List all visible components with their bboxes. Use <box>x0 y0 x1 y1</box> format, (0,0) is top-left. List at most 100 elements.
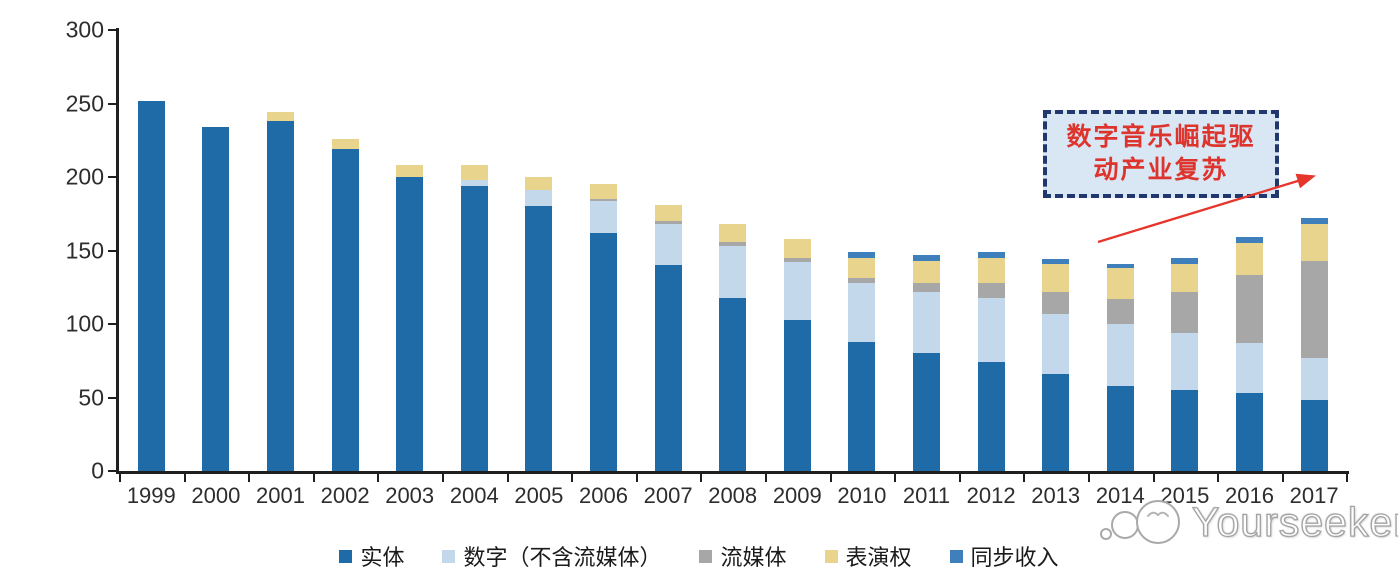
x-tick-mark <box>377 474 380 482</box>
x-tick-mark <box>1152 474 1155 482</box>
bar-segment <box>848 257 876 279</box>
watermark-text: Yourseeker <box>1191 498 1398 545</box>
bar-segment <box>1171 390 1199 471</box>
bar-segment <box>1236 243 1263 276</box>
bar-segment <box>977 362 1005 471</box>
legend-item: 同步收入 <box>949 540 1059 572</box>
bar-segment <box>137 100 165 471</box>
x-tick-mark <box>1281 474 1284 482</box>
x-tick-mark <box>1023 474 1026 482</box>
legend-item: 实体 <box>339 540 404 572</box>
y-tick-label: 250 <box>65 90 104 116</box>
x-tick-label: 2008 <box>708 483 758 508</box>
bar-segment <box>719 297 747 471</box>
bar-segment <box>1106 263 1134 269</box>
x-tick-mark <box>700 474 703 482</box>
x-tick-label: 2003 <box>385 483 435 508</box>
bar-segment <box>977 257 1005 283</box>
x-tick-mark <box>1217 474 1220 482</box>
x-tick-label: 1999 <box>126 483 176 508</box>
y-tick-label: 150 <box>65 237 104 263</box>
bar-segment <box>1171 291 1199 333</box>
legend-label: 流媒体 <box>720 545 787 570</box>
bar-segment <box>783 262 811 320</box>
x-tick-label: 2013 <box>1031 483 1081 508</box>
x-tick-mark <box>506 474 509 482</box>
legend-swatch-icon <box>949 549 963 563</box>
x-tick-label: 2005 <box>514 483 564 508</box>
x-tick-mark <box>829 474 832 482</box>
legend-item: 流媒体 <box>699 540 787 572</box>
bar-segment <box>267 112 294 122</box>
x-tick-mark <box>442 474 444 482</box>
bar-segment <box>1236 343 1263 394</box>
x-tick-label: 2010 <box>837 483 887 508</box>
watermark: Yourseeker <box>1096 494 1398 550</box>
bar-segment <box>719 246 747 298</box>
x-tick-label: 2011 <box>902 483 951 508</box>
y-tick-label: 50 <box>78 384 104 410</box>
bar-segment <box>1236 237 1263 244</box>
bar-segment <box>848 282 876 342</box>
bar-segment <box>1042 263 1070 292</box>
bar-segment <box>1106 324 1134 386</box>
x-tick-label: 2001 <box>256 483 305 508</box>
y-tick-label: 300 <box>65 16 104 43</box>
bar-segment <box>848 251 876 258</box>
bar-segment <box>1236 393 1263 471</box>
bar-segment <box>331 149 359 471</box>
bar-segment <box>1300 218 1328 225</box>
bar-segment <box>654 224 682 266</box>
y-tick-mark <box>108 176 117 178</box>
x-tick-mark <box>894 474 897 482</box>
legend-item: 数字（不含流媒体） <box>442 540 661 572</box>
x-axis-line <box>116 471 1349 474</box>
annotation-box: 数字音乐崛起驱 动产业复苏 <box>1043 110 1279 198</box>
y-axis-line <box>116 28 119 474</box>
legend-label: 同步收入 <box>970 545 1059 570</box>
bar-segment <box>1171 257 1199 264</box>
x-tick-mark <box>1346 474 1349 482</box>
x-tick-label: 2002 <box>320 483 370 508</box>
x-tick-mark <box>183 474 186 482</box>
y-tick-label: 0 <box>91 457 104 484</box>
x-tick-mark <box>765 474 767 482</box>
x-tick-label: 2000 <box>191 483 241 508</box>
y-tick-label: 100 <box>65 310 104 337</box>
bar-segment <box>590 232 617 471</box>
bar-segment <box>590 184 617 200</box>
bar-segment <box>654 265 682 471</box>
x-tick-label: 2017 <box>1289 483 1339 508</box>
bar-segment <box>913 353 940 471</box>
bar-segment <box>1236 275 1263 344</box>
x-tick-label: 2006 <box>579 483 628 508</box>
legend-item: 表演权 <box>824 540 912 572</box>
bar-segment <box>719 224 747 242</box>
bar-segment <box>848 278 876 283</box>
bar-segment <box>525 190 553 207</box>
x-tick-label: 2016 <box>1225 483 1274 508</box>
bar-segment <box>1042 259 1070 264</box>
annotation-line-2: 动产业复苏 <box>1093 157 1229 184</box>
x-tick-label: 2012 <box>966 483 1016 508</box>
bar-segment <box>913 254 940 261</box>
legend-swatch-icon <box>442 549 456 563</box>
x-tick-label: 2009 <box>772 483 822 508</box>
arrow-head-icon <box>1295 173 1316 189</box>
bar-segment <box>590 199 617 201</box>
y-tick-mark <box>108 396 117 399</box>
x-tick-mark <box>1088 474 1090 482</box>
bar-segment <box>783 238 811 258</box>
bar-segment <box>460 179 488 186</box>
x-tick-mark <box>312 474 315 482</box>
legend-swatch-icon <box>824 549 838 563</box>
bar-segment <box>977 282 1005 298</box>
y-tick-mark <box>108 249 117 252</box>
bar-segment <box>654 221 682 225</box>
bar-segment <box>1106 268 1134 299</box>
bar-segment <box>460 165 488 180</box>
bar-segment <box>460 185 488 471</box>
bar-segment <box>913 282 940 292</box>
bar-segment <box>1300 400 1328 471</box>
